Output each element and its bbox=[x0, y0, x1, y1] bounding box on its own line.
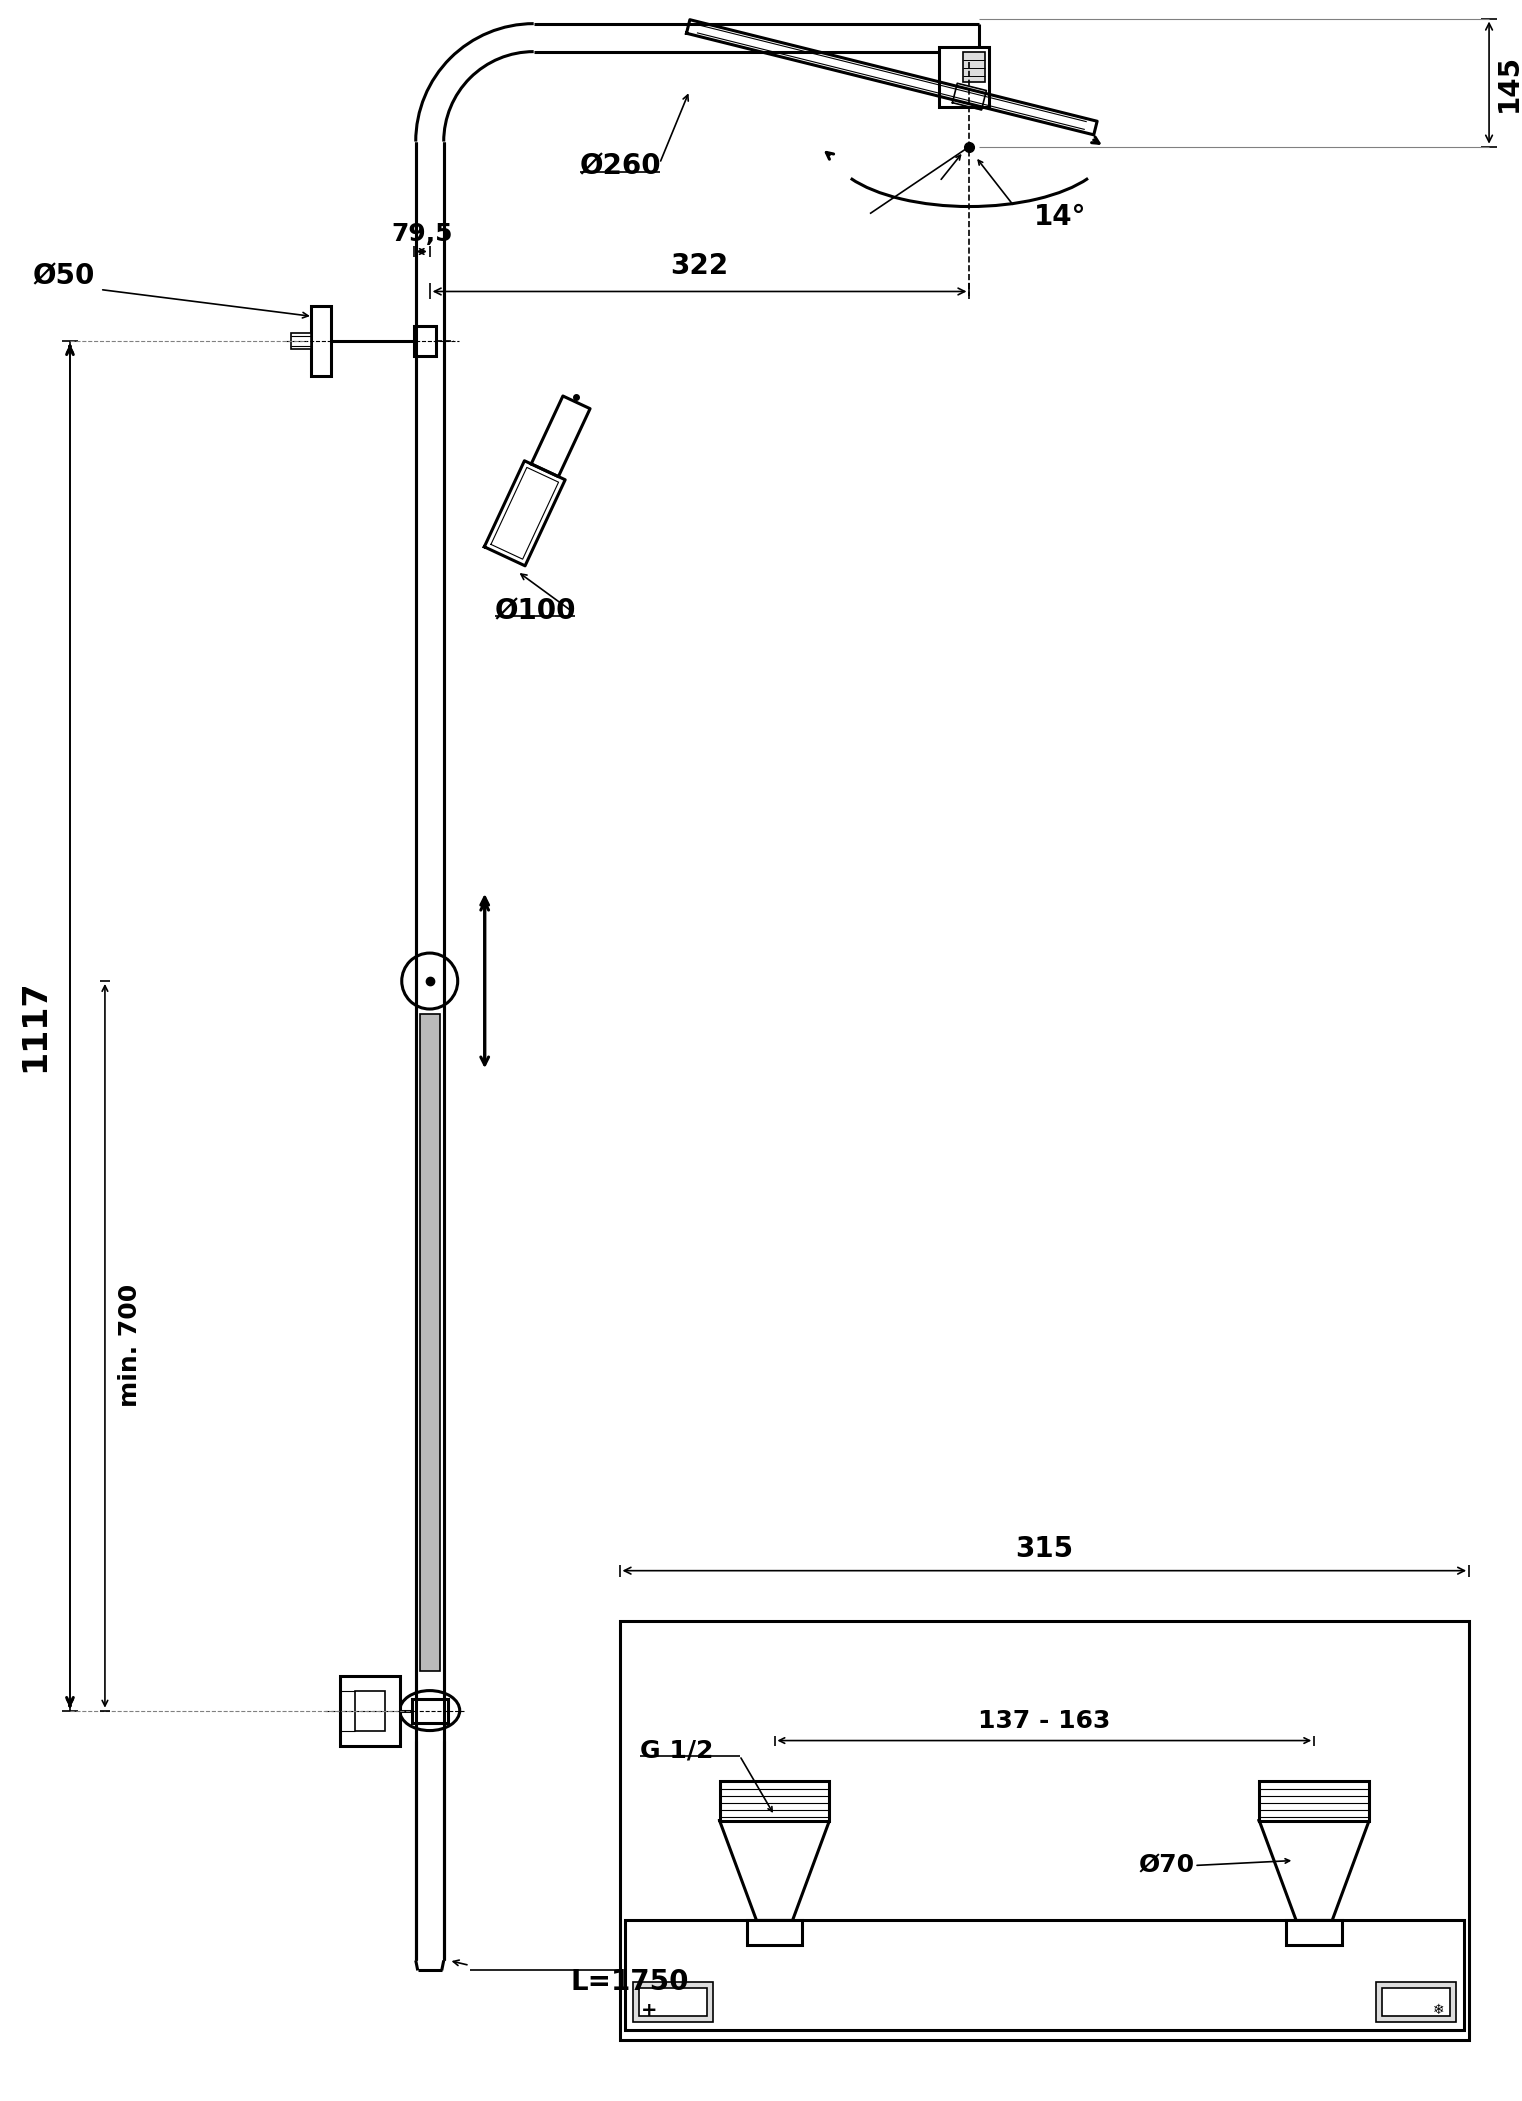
Polygon shape bbox=[686, 19, 1097, 134]
Text: min. 700: min. 700 bbox=[117, 1284, 142, 1408]
Bar bbox=[639, 1988, 706, 2017]
Bar bbox=[624, 1920, 1464, 2030]
Bar bbox=[619, 1620, 1469, 2040]
Bar bbox=[414, 326, 435, 357]
Text: Ø70: Ø70 bbox=[1138, 1853, 1195, 1878]
Bar bbox=[720, 1780, 829, 1822]
Bar bbox=[633, 1983, 712, 2023]
Text: 322: 322 bbox=[671, 252, 729, 282]
Polygon shape bbox=[953, 84, 986, 109]
Text: 1117: 1117 bbox=[18, 979, 52, 1072]
Text: Ø100: Ø100 bbox=[495, 597, 577, 626]
Bar bbox=[1286, 1920, 1342, 1946]
Text: 315: 315 bbox=[1015, 1534, 1073, 1563]
Text: ❄: ❄ bbox=[1434, 2004, 1444, 2017]
Bar bbox=[412, 1698, 447, 1723]
Bar bbox=[1382, 1988, 1450, 2017]
Polygon shape bbox=[484, 460, 565, 565]
Bar bbox=[939, 46, 989, 107]
Text: G 1/2: G 1/2 bbox=[639, 1738, 712, 1763]
Bar bbox=[355, 1691, 385, 1731]
Polygon shape bbox=[1259, 1822, 1370, 1920]
Bar bbox=[339, 1677, 400, 1746]
Polygon shape bbox=[720, 1822, 829, 1920]
Bar bbox=[1376, 1983, 1457, 2023]
Text: 79,5: 79,5 bbox=[391, 221, 452, 246]
Text: 145: 145 bbox=[1495, 53, 1522, 111]
Text: L=1750: L=1750 bbox=[571, 1969, 689, 1996]
Text: 14°: 14° bbox=[1035, 202, 1087, 231]
Text: Ø50: Ø50 bbox=[32, 263, 94, 290]
Bar bbox=[291, 334, 310, 349]
Text: 137 - 163: 137 - 163 bbox=[979, 1708, 1111, 1733]
Bar bbox=[310, 307, 330, 376]
Text: +: + bbox=[641, 2000, 658, 2019]
Bar bbox=[746, 1920, 802, 1946]
Polygon shape bbox=[531, 395, 591, 477]
Bar bbox=[420, 1015, 440, 1670]
Polygon shape bbox=[492, 466, 559, 559]
Bar bbox=[963, 53, 985, 82]
Bar bbox=[1259, 1780, 1370, 1822]
Text: Ø260: Ø260 bbox=[580, 153, 661, 181]
